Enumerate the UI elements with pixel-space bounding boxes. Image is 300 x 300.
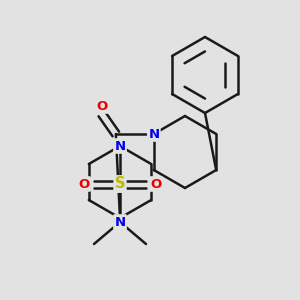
Text: O: O (96, 100, 107, 112)
Text: N: N (114, 140, 126, 152)
Text: O: O (150, 178, 162, 190)
Text: N: N (114, 215, 126, 229)
Text: S: S (115, 176, 125, 191)
Text: N: N (148, 128, 159, 140)
Text: O: O (78, 178, 90, 190)
